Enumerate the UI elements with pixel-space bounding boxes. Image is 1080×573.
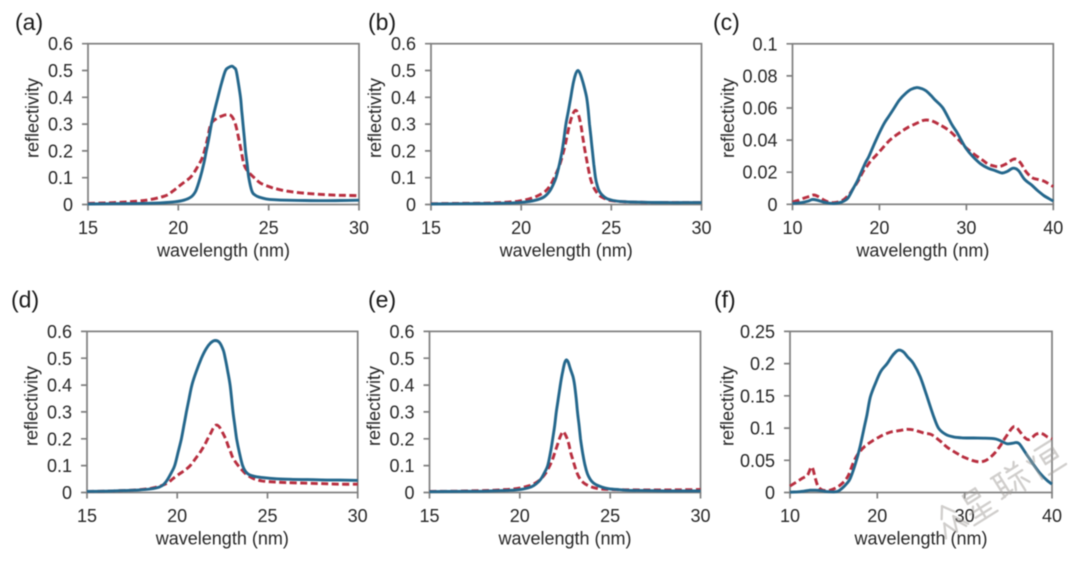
svg-text:15: 15: [419, 506, 439, 526]
svg-text:reflectivity: reflectivity: [365, 78, 385, 158]
svg-text:25: 25: [259, 218, 279, 238]
svg-text:reflectivity: reflectivity: [718, 366, 738, 446]
svg-text:0: 0: [404, 483, 414, 503]
svg-text:0.1: 0.1: [391, 168, 416, 188]
svg-text:0.1: 0.1: [752, 34, 777, 54]
svg-text:20: 20: [511, 218, 531, 238]
svg-text:0.2: 0.2: [391, 141, 416, 161]
svg-text:0.1: 0.1: [47, 456, 72, 476]
svg-text:25: 25: [601, 218, 621, 238]
svg-text:reflectivity: reflectivity: [718, 78, 738, 158]
svg-text:0.02: 0.02: [742, 163, 777, 183]
svg-text:15: 15: [78, 218, 98, 238]
svg-text:0.6: 0.6: [48, 34, 73, 54]
svg-text:wavelength (nm): wavelength (nm): [156, 241, 290, 261]
svg-text:40: 40: [1043, 218, 1063, 238]
svg-text:0.6: 0.6: [391, 34, 416, 54]
svg-text:0.5: 0.5: [47, 349, 72, 369]
svg-text:wavelength (nm): wavelength (nm): [497, 529, 631, 549]
svg-text:10: 10: [782, 218, 802, 238]
svg-text:(c): (c): [713, 9, 740, 35]
svg-text:0.5: 0.5: [389, 349, 414, 369]
svg-text:40: 40: [1042, 506, 1062, 526]
svg-text:(e): (e): [368, 287, 396, 313]
svg-text:0.3: 0.3: [47, 402, 72, 422]
svg-text:0.6: 0.6: [389, 322, 414, 342]
svg-text:20: 20: [168, 218, 188, 238]
svg-text:(d): (d): [11, 287, 39, 313]
svg-text:15: 15: [421, 218, 441, 238]
svg-text:0: 0: [765, 483, 775, 503]
svg-text:20: 20: [869, 218, 889, 238]
svg-text:15: 15: [77, 506, 97, 526]
svg-text:(a): (a): [15, 9, 43, 35]
svg-text:reflectivity: reflectivity: [23, 78, 43, 158]
svg-text:0.08: 0.08: [742, 66, 777, 86]
svg-text:0.5: 0.5: [48, 61, 73, 81]
svg-text:30: 30: [348, 506, 368, 526]
svg-text:20: 20: [167, 506, 187, 526]
svg-text:0.2: 0.2: [48, 141, 73, 161]
svg-text:10: 10: [780, 506, 800, 526]
svg-text:wavelength (nm): wavelength (nm): [155, 529, 289, 549]
svg-text:30: 30: [349, 218, 369, 238]
svg-text:reflectivity: reflectivity: [364, 366, 384, 446]
svg-text:25: 25: [600, 506, 620, 526]
svg-text:(f): (f): [714, 287, 736, 313]
svg-text:30: 30: [956, 218, 976, 238]
svg-text:30: 30: [691, 218, 711, 238]
svg-text:0.4: 0.4: [48, 88, 73, 108]
svg-text:0.06: 0.06: [742, 99, 777, 119]
svg-text:0.4: 0.4: [389, 376, 414, 396]
svg-text:0.1: 0.1: [48, 168, 73, 188]
svg-text:reflectivity: reflectivity: [22, 366, 42, 446]
svg-text:25: 25: [257, 506, 277, 526]
svg-text:0.05: 0.05: [740, 451, 775, 471]
svg-text:0.1: 0.1: [389, 456, 414, 476]
svg-text:0.4: 0.4: [47, 376, 72, 396]
svg-text:wavelength (nm): wavelength (nm): [499, 241, 633, 261]
svg-text:0.2: 0.2: [47, 429, 72, 449]
svg-text:0.25: 0.25: [740, 322, 775, 342]
svg-text:0.3: 0.3: [389, 402, 414, 422]
svg-text:0.5: 0.5: [391, 61, 416, 81]
svg-text:wavelength (nm): wavelength (nm): [853, 529, 987, 549]
svg-text:wavelength (nm): wavelength (nm): [855, 240, 989, 260]
svg-text:0.3: 0.3: [48, 115, 73, 135]
svg-text:0.4: 0.4: [391, 88, 416, 108]
svg-text:0.2: 0.2: [750, 354, 775, 374]
svg-text:30: 30: [690, 506, 710, 526]
svg-text:0: 0: [63, 195, 73, 215]
svg-text:20: 20: [510, 506, 530, 526]
svg-text:0.3: 0.3: [391, 115, 416, 135]
svg-text:0: 0: [406, 195, 416, 215]
svg-text:0.04: 0.04: [742, 131, 777, 151]
svg-text:0.1: 0.1: [750, 419, 775, 439]
svg-text:30: 30: [955, 506, 975, 526]
svg-text:(b): (b): [368, 9, 396, 35]
svg-text:0.15: 0.15: [740, 386, 775, 406]
svg-text:0: 0: [62, 483, 72, 503]
svg-text:0.2: 0.2: [389, 429, 414, 449]
svg-text:0: 0: [767, 195, 777, 215]
svg-text:0.6: 0.6: [47, 322, 72, 342]
svg-text:20: 20: [867, 506, 887, 526]
